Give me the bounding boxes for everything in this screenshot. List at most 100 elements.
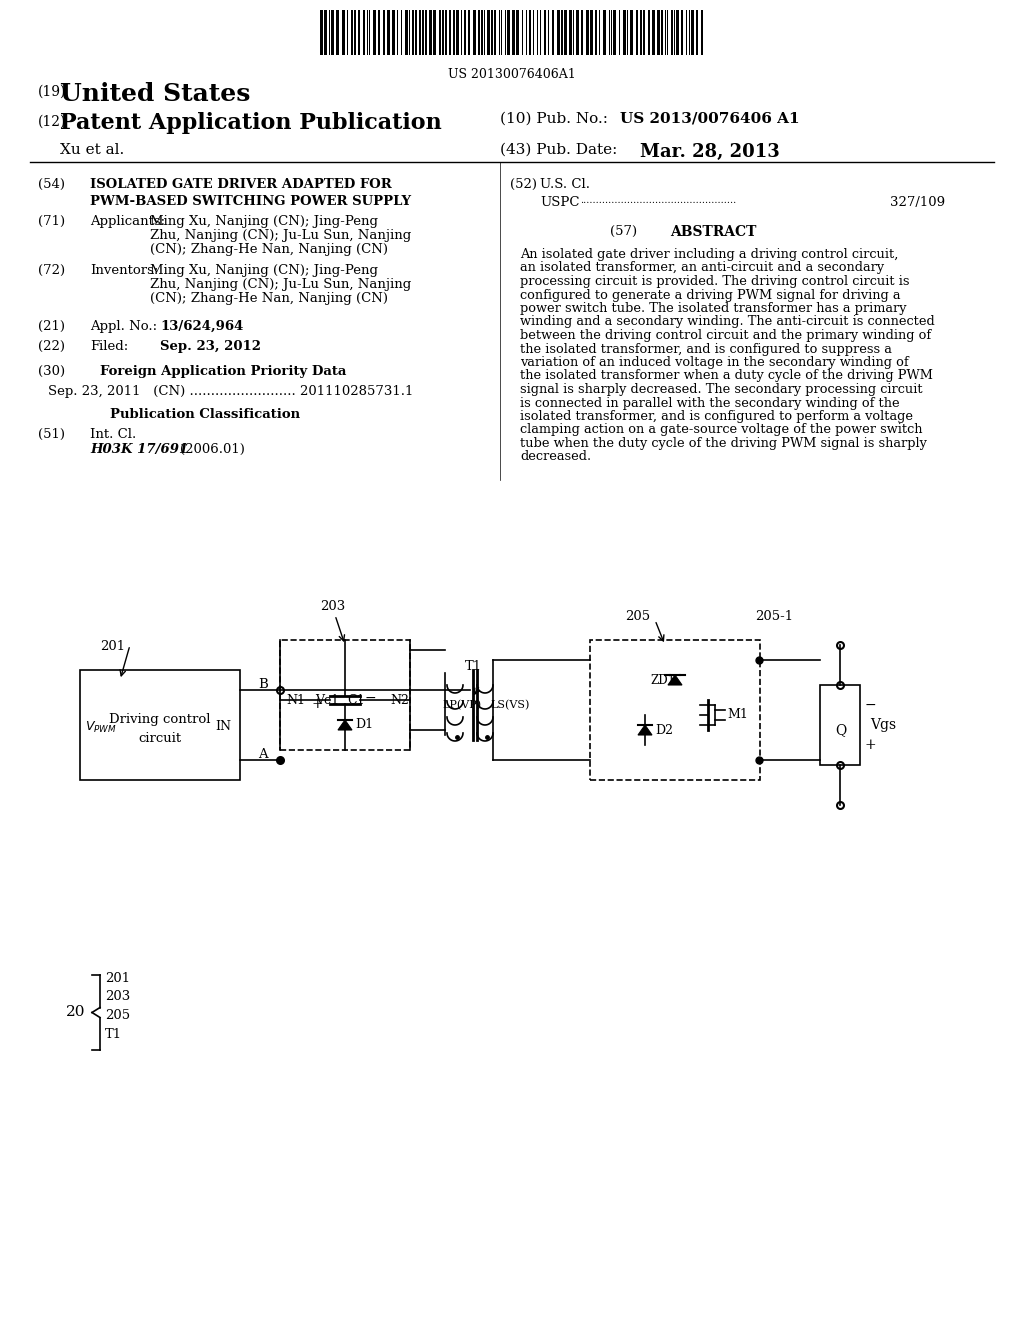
Text: tube when the duty cycle of the driving PWM signal is sharply: tube when the duty cycle of the driving … <box>520 437 927 450</box>
Bar <box>357 11 359 55</box>
Bar <box>671 11 673 55</box>
Bar <box>450 11 452 55</box>
Text: Vc1: Vc1 <box>315 694 339 708</box>
Bar <box>676 11 679 55</box>
Text: Zhu, Nanjing (CN); Ju-Lu Sun, Nanjing: Zhu, Nanjing (CN); Ju-Lu Sun, Nanjing <box>150 228 412 242</box>
Bar <box>373 11 376 55</box>
Bar <box>569 11 572 55</box>
Bar <box>560 11 563 55</box>
Text: Ming Xu, Nanjing (CN); Jing-Peng: Ming Xu, Nanjing (CN); Jing-Peng <box>150 264 378 277</box>
Text: processing circuit is provided. The driving control circuit is: processing circuit is provided. The driv… <box>520 275 909 288</box>
Text: T1: T1 <box>105 1028 122 1040</box>
Bar <box>552 11 554 55</box>
Bar <box>439 11 440 55</box>
Text: Appl. No.:: Appl. No.: <box>90 319 157 333</box>
Text: N1: N1 <box>286 693 305 706</box>
Bar <box>603 11 606 55</box>
Text: M1: M1 <box>727 709 748 722</box>
Text: Vgs: Vgs <box>870 718 896 733</box>
Text: C1: C1 <box>347 694 365 708</box>
Bar <box>575 11 579 55</box>
Bar <box>464 11 466 55</box>
Polygon shape <box>668 675 682 685</box>
Bar <box>477 11 480 55</box>
Bar <box>695 11 698 55</box>
Bar <box>456 11 459 55</box>
Text: Zhu, Nanjing (CN); Ju-Lu Sun, Nanjing: Zhu, Nanjing (CN); Ju-Lu Sun, Nanjing <box>150 279 412 290</box>
Bar <box>383 11 385 55</box>
Text: Foreign Application Priority Data: Foreign Application Priority Data <box>100 366 346 378</box>
Bar <box>419 11 421 55</box>
Text: 20: 20 <box>66 1006 85 1019</box>
Text: Driving control: Driving control <box>110 714 211 726</box>
Text: Applicants:: Applicants: <box>90 215 165 228</box>
Text: 205: 205 <box>105 1008 130 1022</box>
Text: LP(VP): LP(VP) <box>442 700 481 710</box>
Text: 13/624,964: 13/624,964 <box>160 319 244 333</box>
Text: an isolated transformer, an anti-circuit and a secondary: an isolated transformer, an anti-circuit… <box>520 261 884 275</box>
Text: ZD1: ZD1 <box>650 673 675 686</box>
Bar <box>544 11 547 55</box>
Bar <box>441 11 443 55</box>
Text: (CN); Zhang-He Nan, Nanjing (CN): (CN); Zhang-He Nan, Nanjing (CN) <box>150 243 388 256</box>
Polygon shape <box>338 719 352 730</box>
Text: Sep. 23, 2011   (CN) ......................... 201110285731.1: Sep. 23, 2011 (CN) .....................… <box>48 385 414 399</box>
Bar <box>387 11 390 55</box>
Text: power switch tube. The isolated transformer has a primary: power switch tube. The isolated transfor… <box>520 302 906 315</box>
Bar <box>640 11 642 55</box>
Bar <box>354 11 356 55</box>
Text: configured to generate a driving PWM signal for driving a: configured to generate a driving PWM sig… <box>520 289 900 301</box>
Bar <box>590 11 593 55</box>
Text: between the driving control circuit and the primary winding of: between the driving control circuit and … <box>520 329 931 342</box>
Text: the isolated transformer when a duty cycle of the driving PWM: the isolated transformer when a duty cyc… <box>520 370 933 383</box>
Bar <box>392 11 394 55</box>
Bar <box>487 11 489 55</box>
Text: Sep. 23, 2012: Sep. 23, 2012 <box>160 341 261 352</box>
Text: An isolated gate driver including a driving control circuit,: An isolated gate driver including a driv… <box>520 248 898 261</box>
Text: Filed:: Filed: <box>90 341 128 352</box>
Bar <box>528 11 531 55</box>
Text: D2: D2 <box>655 723 673 737</box>
FancyBboxPatch shape <box>820 685 860 766</box>
FancyBboxPatch shape <box>280 640 410 750</box>
Text: Publication Classification: Publication Classification <box>110 408 300 421</box>
Text: USPC: USPC <box>540 195 580 209</box>
Bar <box>507 11 510 55</box>
Text: N2: N2 <box>390 693 409 706</box>
Text: variation of an induced voltage in the secondary winding of: variation of an induced voltage in the s… <box>520 356 908 370</box>
Bar <box>351 11 353 55</box>
Text: T1: T1 <box>465 660 482 673</box>
Bar <box>648 11 650 55</box>
Text: US 2013/0076406 A1: US 2013/0076406 A1 <box>620 112 800 125</box>
Text: (21): (21) <box>38 319 65 333</box>
Bar <box>445 11 447 55</box>
Text: 201: 201 <box>100 640 125 653</box>
Text: (12): (12) <box>38 115 67 129</box>
Text: signal is sharply decreased. The secondary processing circuit: signal is sharply decreased. The seconda… <box>520 383 923 396</box>
Bar <box>433 11 436 55</box>
Bar <box>425 11 427 55</box>
Text: B: B <box>258 678 268 692</box>
Bar <box>596 11 597 55</box>
Bar <box>691 11 693 55</box>
Bar <box>490 11 493 55</box>
Text: 327/109: 327/109 <box>890 195 945 209</box>
Bar <box>342 11 344 55</box>
Text: decreased.: decreased. <box>520 450 591 463</box>
Text: (54): (54) <box>38 178 65 191</box>
Text: U.S. Cl.: U.S. Cl. <box>540 178 590 191</box>
FancyBboxPatch shape <box>590 640 760 780</box>
Text: (71): (71) <box>38 215 66 228</box>
Bar <box>557 11 560 55</box>
Bar <box>413 11 415 55</box>
Text: (19): (19) <box>38 84 67 99</box>
Bar <box>582 11 584 55</box>
Text: Patent Application Publication: Patent Application Publication <box>60 112 441 135</box>
Text: H03K 17/691: H03K 17/691 <box>90 444 188 455</box>
Text: ABSTRACT: ABSTRACT <box>670 224 757 239</box>
Bar <box>416 11 417 55</box>
Bar <box>481 11 483 55</box>
Bar <box>429 11 432 55</box>
Bar <box>701 11 703 55</box>
Text: ISOLATED GATE DRIVER ADAPTED FOR
PWM-BASED SWITCHING POWER SUPPLY: ISOLATED GATE DRIVER ADAPTED FOR PWM-BAS… <box>90 178 411 209</box>
